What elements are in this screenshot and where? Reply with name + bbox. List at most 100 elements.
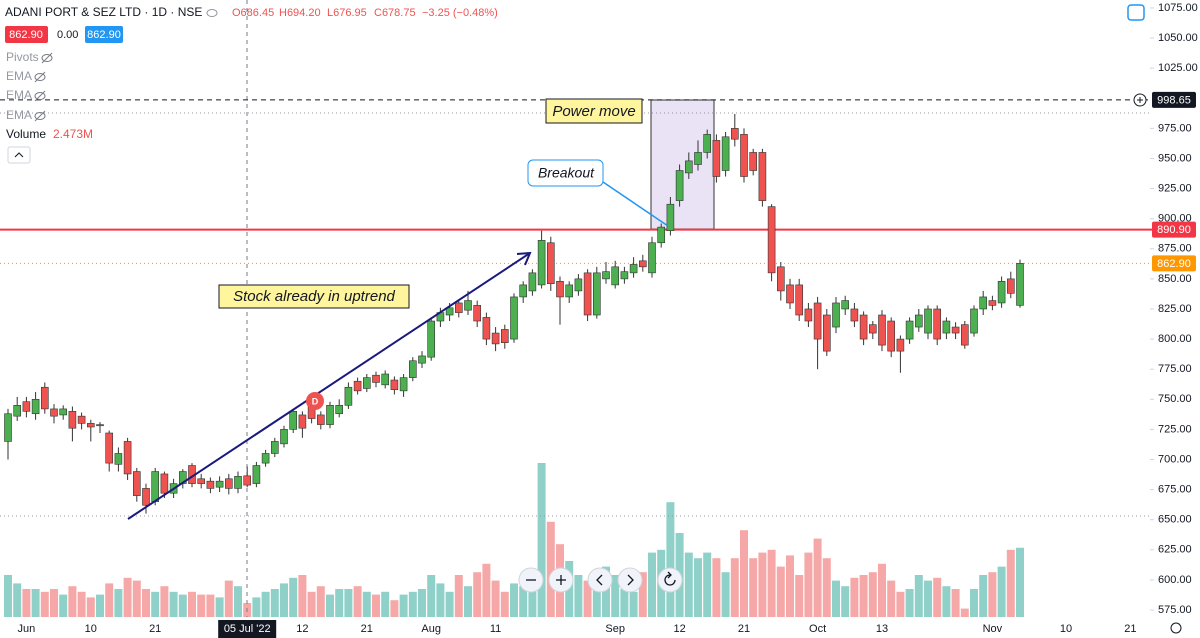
y-tick-label: 925.00 [1158,182,1192,194]
x-tick-label: 12 [673,623,685,635]
volume-bar [666,502,675,617]
indicator-label[interactable]: EMA [6,108,32,122]
candle-body [4,413,12,442]
volume-bar [648,552,656,617]
candle-body [933,308,942,340]
candle-body [482,317,491,340]
sell-button[interactable] [5,26,48,43]
volume-bar [445,591,454,617]
candles-layer [4,113,1024,514]
candle-body [924,308,932,334]
indicator-label[interactable]: Pivots [6,50,39,64]
volume-bar [951,589,960,617]
volume-bar [960,608,969,617]
volume-bar [868,572,877,617]
candle-body [289,411,298,430]
candle-body [528,272,537,292]
candle-body [730,128,739,140]
indicator-label[interactable]: EMA [6,69,32,83]
volume-bar [372,594,380,617]
volume-bar [68,586,77,617]
volume-bar [464,586,472,617]
candle-body [657,226,666,244]
x-tick-label: Oct [809,623,826,635]
candle-body [399,377,408,392]
volume-bar [399,594,408,617]
candle-body [666,203,675,232]
x-tick-label: Jun [18,623,36,635]
legend-low: L676.95 [327,7,367,19]
volume-bar [933,577,942,617]
callout-pointer [602,181,669,227]
collapse-button[interactable] [7,146,31,164]
candle-body [206,480,215,489]
volume-bar [105,583,114,617]
volume-bar [684,552,693,617]
spread: 0.00 [57,29,78,41]
annotation: Breakout [538,165,595,181]
candle-body [123,441,132,475]
candle-body [832,302,840,328]
hidden-icons[interactable] [34,52,53,122]
candle-body [243,475,251,486]
candle-body [905,320,914,340]
candle-body [519,284,528,298]
volume-bar [1006,549,1015,617]
x-tick-label: 21 [361,623,373,635]
candle-body [105,432,113,464]
volume-bar [436,583,445,617]
candle-body [960,324,969,346]
candle-body [804,308,813,322]
dividend-marker-icon[interactable] [306,392,324,410]
y-tick-label: 875.00 [1158,243,1192,255]
x-tick-label: 21 [738,623,750,635]
candle-body [611,266,620,286]
settings-icon[interactable] [1127,4,1145,21]
volume-bar [427,575,436,617]
candle-body [68,411,77,429]
indicator-label[interactable]: EMA [6,88,32,102]
volume-bar [841,586,850,617]
candle-body [1016,263,1024,306]
zoom-icons[interactable] [526,571,676,586]
volume-bar [500,591,509,617]
volume-bar [786,555,794,617]
volume-bar [289,577,298,617]
hide-icon[interactable] [206,9,218,17]
candle-body [970,308,978,334]
candle-body [31,398,40,415]
volume-bar [721,572,730,617]
volume-bar [270,589,279,617]
volume-bar [197,594,206,617]
volume-bar [188,591,196,617]
candle-body [556,280,564,298]
candle-body [197,478,205,484]
gear-icon[interactable] [1170,622,1182,634]
volume-bar [694,558,702,617]
buy-button[interactable] [85,26,123,43]
candle-body [326,405,334,425]
candle-body [510,296,518,340]
legend-change: −3.25 (−0.48%) [422,7,498,19]
candle-body [942,320,951,334]
candle-body [418,355,426,364]
volume-bar [942,586,951,617]
candle-body [1006,278,1015,294]
volume-bar [997,566,1006,617]
volume-bar [878,563,886,617]
candle-body [721,136,730,171]
price-label: 998.65 [1157,94,1191,106]
x-tick-label: 21 [1124,623,1136,635]
x-tick-label: Nov [983,623,1003,635]
volume-bar [758,552,767,617]
candle-body [59,408,68,416]
sell-price[interactable]: 862.90 [9,29,43,41]
volume-bar [418,589,426,617]
buy-price[interactable]: 862.90 [87,29,121,41]
collapse-icon[interactable] [14,152,24,158]
volume-bar [114,589,123,617]
candle-body [225,478,233,489]
dividend-marker[interactable]: D [312,396,319,406]
y-tick-label: 750.00 [1158,393,1192,405]
volume-bar [326,594,334,617]
